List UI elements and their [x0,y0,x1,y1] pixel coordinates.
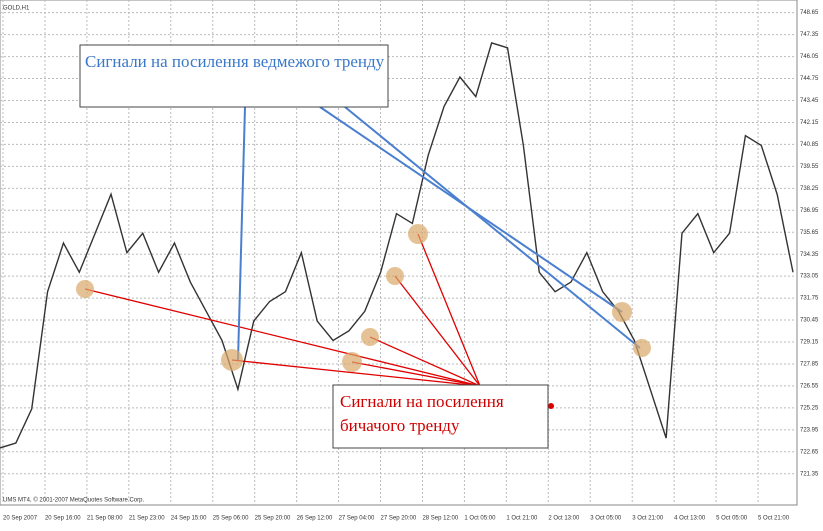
x-tick-label: 5 Oct 05:00 [716,516,748,522]
x-tick-label: 1 Oct 05:00 [464,516,496,522]
y-tick-label: 736.95 [800,208,819,214]
y-tick-label: 725.25 [800,405,819,411]
y-tick-label: 738.25 [800,186,819,192]
signal-circles [76,224,651,372]
y-tick-label: 739.55 [800,164,819,170]
bull-lines [84,233,481,387]
footer: UMS MT4, © 2001-2007 MetaQuotes Software… [3,497,144,504]
y-tick-label: 743.45 [800,98,819,104]
x-tick-label: 21 Sep 23:00 [129,516,165,522]
y-tick-label: 723.95 [800,427,819,433]
y-tick-label: 730.45 [800,318,819,324]
x-tick-label: 3 Oct 21:00 [632,516,664,522]
y-tick-label: 748.65 [800,10,819,16]
bull-callout-box [332,384,549,449]
x-tick-label: 25 Sep 20:00 [255,516,291,522]
x-tick-label: 21 Sep 08:00 [87,516,123,522]
y-tick-label: 729.15 [800,340,819,346]
x-tick-label: 20 Sep 2007 [3,516,38,522]
x-tick-label: 4 Oct 13:00 [674,516,706,522]
y-tick-label: 726.55 [800,384,819,390]
x-tick-label: 1 Oct 21:00 [506,516,538,522]
bear-callout: Сигнали на посилення ведмежого тренду [85,52,385,71]
y-tick-label: 733.05 [800,274,819,280]
y-tick-label: 727.85 [800,362,819,368]
y-tick-label: 734.35 [800,252,819,258]
x-tick-label: 3 Oct 05:00 [590,516,622,522]
y-tick-label: 740.85 [800,142,819,148]
y-tick-label: 735.65 [800,230,819,236]
x-tick-label: 2 Oct 13:00 [548,516,580,522]
y-tick-label: 722.65 [800,449,819,455]
y-tick-label: 747.35 [800,32,819,38]
bear-callout-box [79,44,389,108]
x-tick-label: 27 Sep 20:00 [381,516,417,522]
y-tick-label: 742.15 [800,120,819,126]
bull-callout: Сигнали на посилення бичачого тренду [340,392,504,435]
bear-callout-text: Сигнали на посилення ведмежого тренду [85,52,385,71]
y-tick-label: 731.75 [800,296,819,302]
x-tick-label: 5 Oct 21:00 [758,516,790,522]
y-tick-label: 746.05 [800,54,819,60]
x-tick-label: 20 Sep 16:00 [45,516,81,522]
x-tick-label: 27 Sep 04:00 [339,516,375,522]
marker [548,403,554,409]
x-tick-label: 26 Sep 12:00 [297,516,333,522]
y-tick-label: 744.75 [800,76,819,82]
header: GOLD,H1 [3,6,30,12]
y-tick-label: 721.35 [800,471,819,477]
bear-lines [237,106,641,361]
price-line [0,42,794,449]
x-tick-label: 24 Sep 15:00 [171,516,207,522]
bull-callout-text: Сигнали на посилення бичачого тренду [340,392,504,435]
x-tick-label: 28 Sep 12:00 [422,516,458,522]
x-tick-label: 25 Sep 06:00 [213,516,249,522]
